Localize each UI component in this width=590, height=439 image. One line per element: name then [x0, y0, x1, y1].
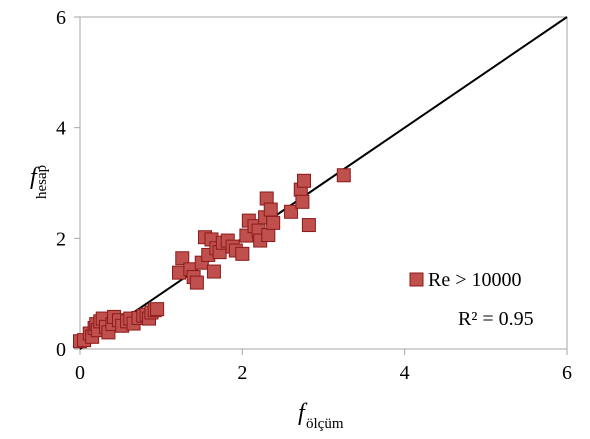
- reference-line-group: [79, 16, 568, 350]
- x-tick-label: 4: [400, 362, 410, 384]
- y-tick-label: 6: [56, 7, 66, 29]
- y-tick-label: 2: [56, 228, 66, 250]
- x-axis-label: f ölçüm: [298, 400, 344, 432]
- x-tick-label: 0: [75, 362, 85, 384]
- legend-marker: [409, 272, 424, 287]
- data-point: [297, 173, 312, 188]
- x-tick-label: 6: [562, 362, 572, 384]
- data-markers: [73, 168, 351, 349]
- legend: Re > 10000 R² = 0.95: [409, 269, 534, 330]
- data-point: [266, 215, 281, 230]
- data-point: [336, 168, 351, 183]
- y-axis-label-main: f: [30, 164, 40, 190]
- x-axis-label-sub: ölçüm: [306, 416, 344, 432]
- data-point: [301, 218, 316, 233]
- data-point: [263, 202, 278, 217]
- data-point: [150, 302, 165, 317]
- x-tick-label: 2: [237, 362, 247, 384]
- x-axis-label-main: f: [298, 400, 308, 426]
- axes: 0 2 4 6 0 2 4 6: [56, 7, 572, 384]
- reference-line: [79, 16, 568, 350]
- data-point: [175, 251, 190, 266]
- data-point: [295, 194, 310, 209]
- y-tick-label: 4: [56, 118, 66, 140]
- r-squared-annotation: R² = 0.95: [458, 308, 534, 330]
- data-point: [206, 264, 221, 279]
- data-point: [189, 275, 204, 290]
- y-axis-label-sub: hesap: [34, 165, 50, 199]
- legend-label: Re > 10000: [428, 269, 522, 291]
- data-point: [235, 246, 250, 261]
- data-point: [284, 204, 299, 219]
- data-point: [261, 228, 276, 243]
- y-tick-label: 0: [56, 339, 66, 361]
- y-axis-label: f hesap: [30, 164, 50, 199]
